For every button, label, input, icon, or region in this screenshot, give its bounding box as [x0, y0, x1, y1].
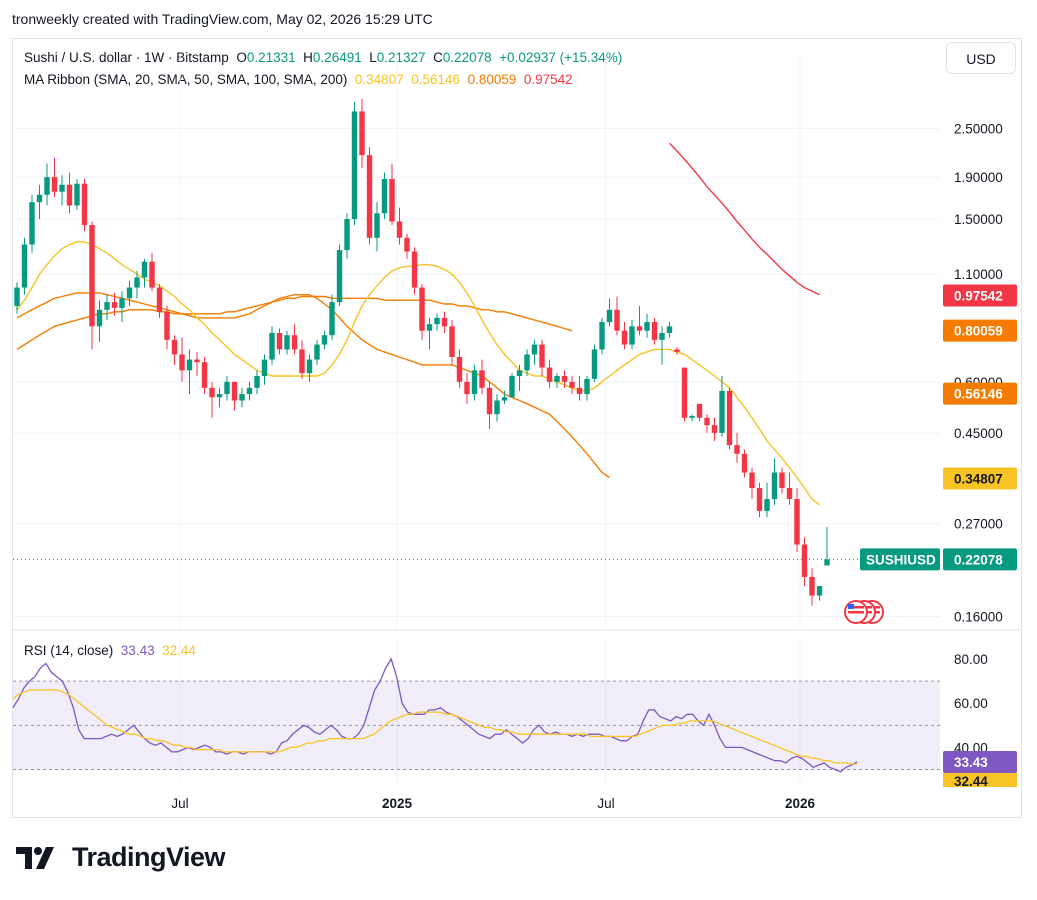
rsi-ma-value: 32.44 [162, 643, 196, 658]
chart-credit: tronweekly created with TradingView.com,… [12, 11, 433, 27]
tradingview-logo: TradingView [16, 842, 226, 873]
tradingview-logo-icon [16, 846, 54, 869]
symbol-name: Sushi / U.S. dollar · 1W · Bitstamp [24, 50, 229, 65]
ohlc-close-label: C [433, 50, 443, 65]
rsi-legend: RSI (14, close) 33.43 32.44 [24, 643, 196, 658]
ma20-value: 0.34807 [354, 72, 404, 87]
ohlc-high-label: H [303, 50, 313, 65]
currency-button[interactable]: USD [946, 42, 1016, 74]
ma50-value: 0.56146 [411, 72, 461, 87]
tradingview-logo-text: TradingView [72, 842, 226, 872]
rsi-label: RSI (14, close) [24, 643, 114, 658]
ohlc-open: 0.21331 [246, 50, 296, 65]
ma200-value: 0.97542 [523, 72, 573, 87]
ohlc-high: 0.26491 [312, 50, 362, 65]
ohlc-open-label: O [236, 50, 247, 65]
ohlc-low-label: L [369, 50, 377, 65]
ma-ribbon-label: MA Ribbon (SMA, 20, SMA, 50, SMA, 100, S… [24, 72, 348, 87]
ma100-value: 0.80059 [467, 72, 517, 87]
ohlc-change: +0.02937 (+15.34%) [499, 50, 623, 65]
symbol-legend: Sushi / U.S. dollar · 1W · Bitstamp O0.2… [24, 50, 622, 65]
ohlc-close: 0.22078 [442, 50, 492, 65]
chart-frame [12, 38, 1022, 818]
ma-ribbon-legend: MA Ribbon (SMA, 20, SMA, 50, SMA, 100, S… [24, 72, 573, 87]
ohlc-low: 0.21327 [376, 50, 426, 65]
rsi-value: 33.43 [120, 643, 155, 658]
